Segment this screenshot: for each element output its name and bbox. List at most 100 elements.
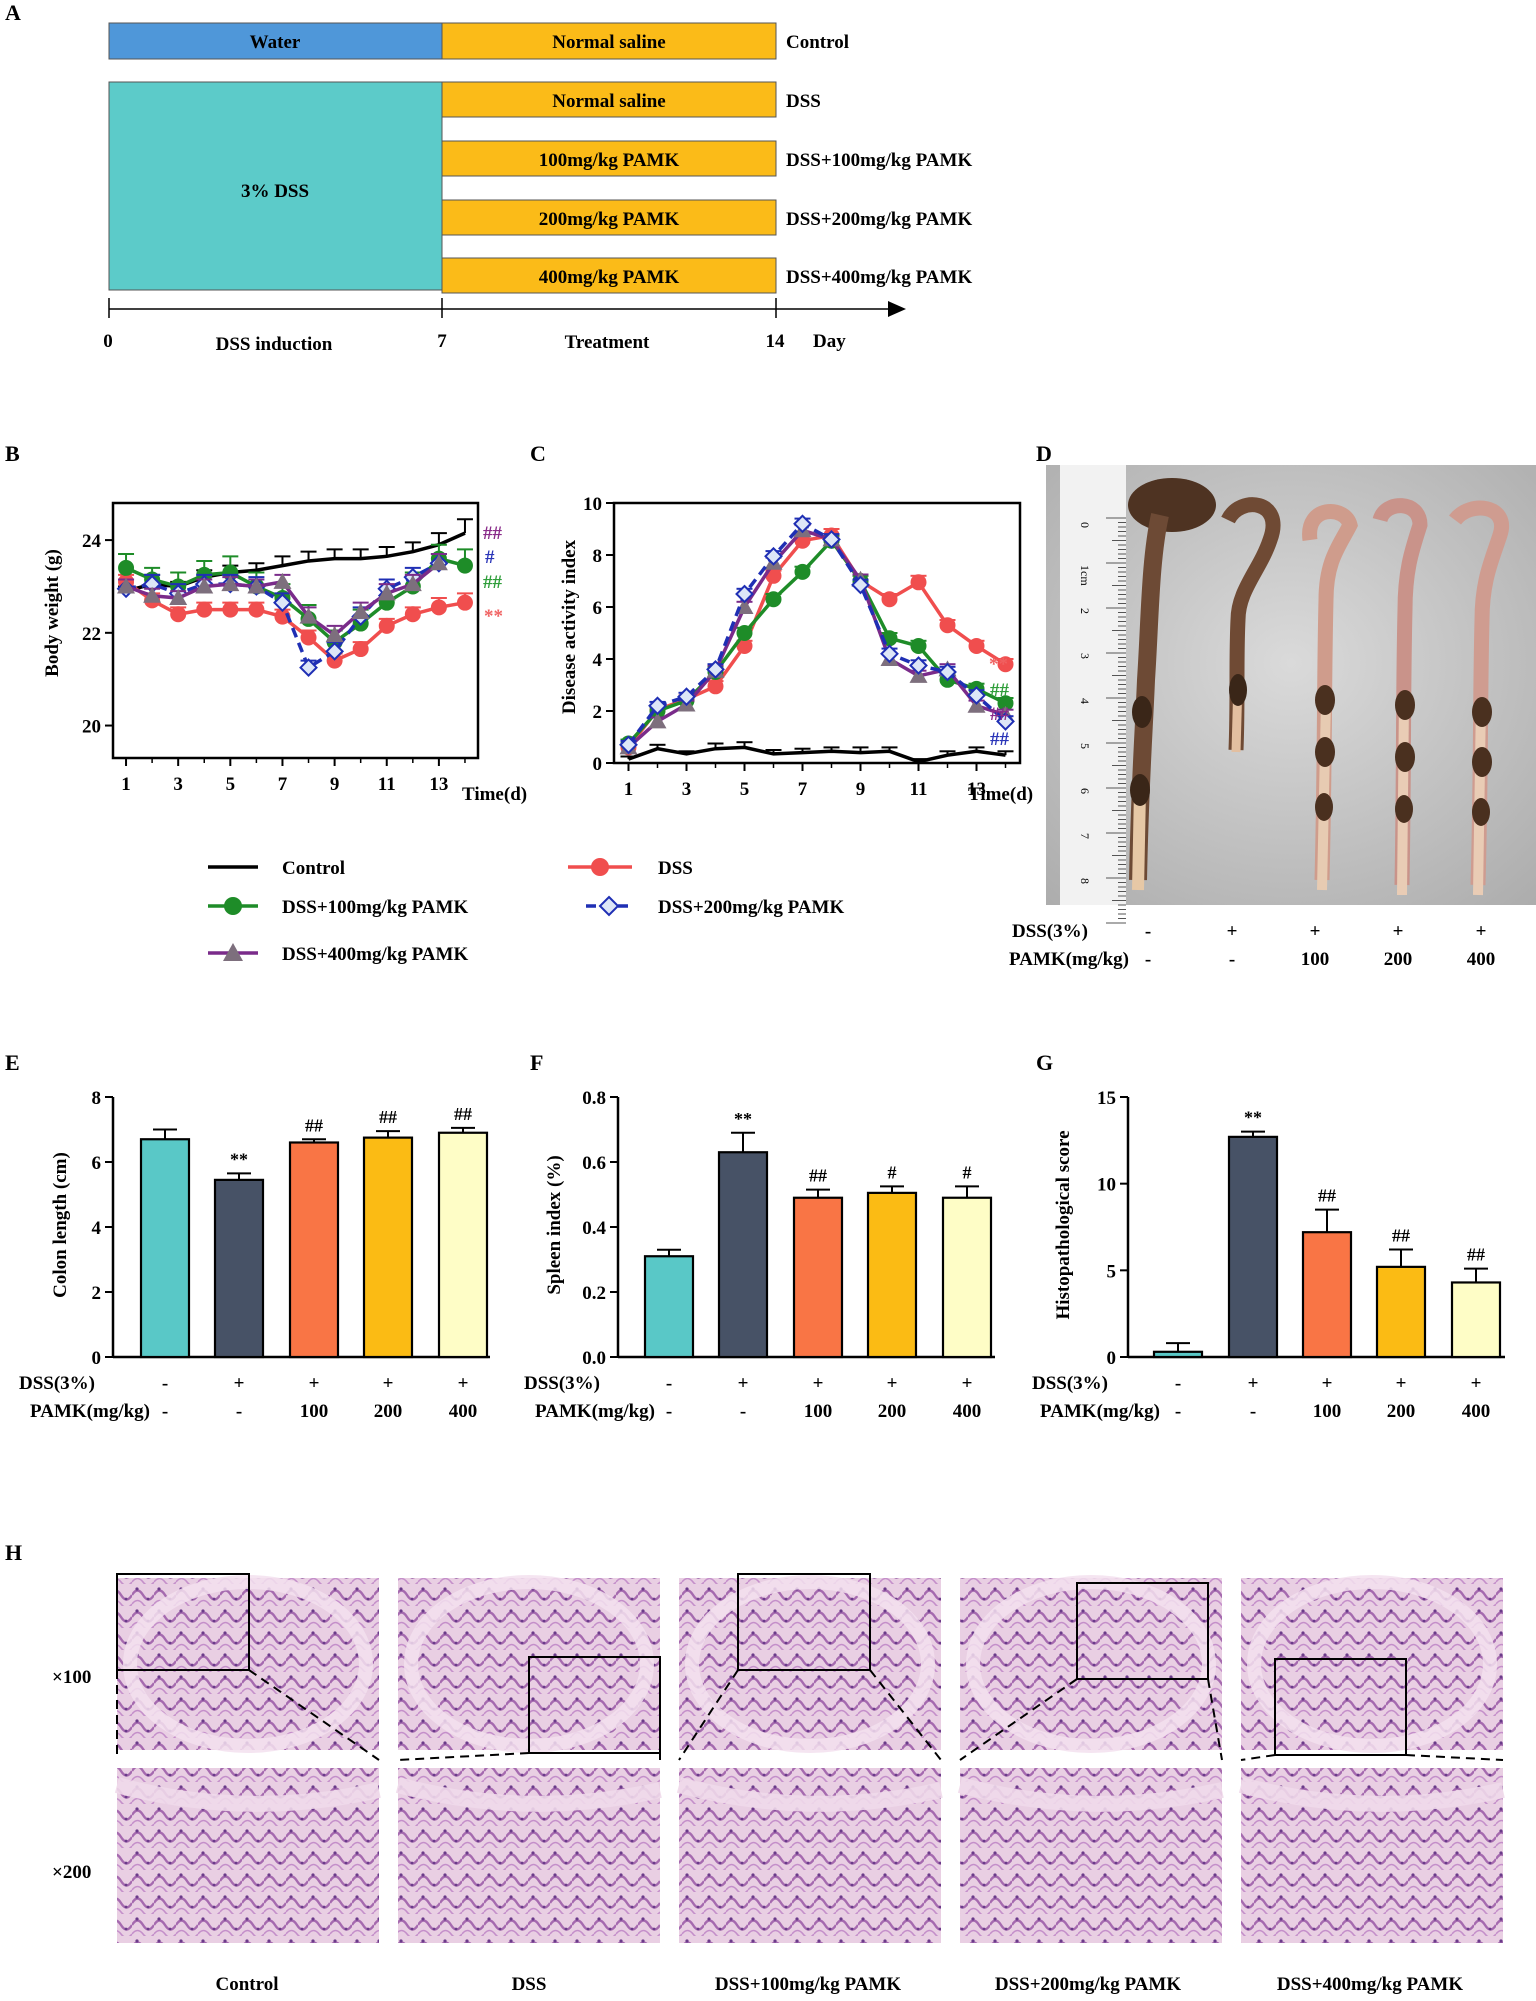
x-tick-label: 13: [429, 774, 448, 795]
significance-mark: ##: [379, 1107, 397, 1127]
point-p400: [117, 577, 136, 594]
chart-e-ylabel: Colon length (cm): [50, 1152, 71, 1298]
tissue-ring: [1247, 1575, 1497, 1753]
x-tick-label: 9: [330, 774, 340, 795]
point-dss: [456, 594, 473, 611]
legend-400-label: DSS+400mg/kg PAMK: [282, 944, 468, 965]
y-tick-label: 4: [92, 1218, 102, 1239]
colon-pamk-200: [1372, 498, 1428, 896]
treat-100-bar: [441, 140, 777, 177]
point-p100: [910, 638, 927, 654]
chart-b-xlabel: Time(d): [462, 784, 527, 805]
group-200-label: DSS+200mg/kg PAMK: [786, 209, 972, 230]
ruler-number: 6: [1078, 788, 1092, 794]
tissue-ring: [685, 1575, 935, 1753]
treatment-sign: +: [234, 1373, 245, 1394]
zoom-box: [1274, 1658, 1407, 1756]
dose-label: -: [1229, 949, 1235, 970]
dose-label: 100: [1313, 1401, 1342, 1422]
ruler-number: 5: [1078, 743, 1092, 749]
x-tick-label: 5: [226, 774, 236, 795]
significance-mark: ##: [483, 523, 503, 544]
mag-200-label: ×200: [52, 1862, 91, 1883]
x-tick-label: 7: [798, 779, 808, 800]
treatment-sign: -: [1175, 1373, 1181, 1394]
colon-specimens: [1128, 478, 1509, 896]
panel-letter-c: C: [530, 441, 546, 466]
point-p100: [456, 557, 473, 574]
dss-saline-bar: [441, 81, 777, 118]
bar-4: [866, 1191, 918, 1359]
treatment-sign: +: [1227, 921, 1238, 942]
histology-caption: DSS: [512, 1974, 547, 1995]
tissue-band: [676, 1777, 943, 1812]
dose-label: -: [740, 1401, 746, 1422]
point-dss: [300, 629, 317, 646]
dss-block-label: 3% DSS: [241, 181, 309, 202]
point-p400: [143, 586, 162, 603]
point-p100: [736, 625, 753, 641]
significance-mark: ##: [1467, 1245, 1485, 1265]
treatment-sign: +: [887, 1373, 898, 1394]
point-p200: [735, 584, 754, 604]
y-tick-label: 15: [1097, 1088, 1116, 1109]
point-dss: [352, 641, 369, 658]
point-p200: [325, 641, 345, 661]
point-p200: [909, 656, 928, 675]
chart-e: 0 2 4 6 8 - - ** + - ## +100 ## +200 ## +400 DSS(3%) PAMK…: [19, 1088, 490, 1422]
significance-mark: ##: [454, 1104, 472, 1124]
point-p400: [221, 575, 240, 592]
histology-grid: [114, 1573, 1505, 1943]
ruler-number: 7: [1078, 833, 1092, 839]
bar-5: [437, 1131, 489, 1359]
point-p200: [273, 593, 292, 613]
row2-label: PAMK(mg/kg): [535, 1401, 655, 1422]
x-tick-label: 3: [682, 779, 692, 800]
point-dss: [881, 591, 898, 608]
point-p200: [880, 644, 899, 664]
panel-letter-g: G: [1036, 1050, 1053, 1075]
point-p200: [706, 659, 725, 679]
significance-mark: ##: [990, 704, 1010, 725]
row1-label: DSS(3%): [524, 1373, 600, 1394]
point-p400: [299, 607, 318, 624]
dose-label: -: [162, 1401, 168, 1422]
point-p100: [997, 695, 1014, 712]
phase-induction-label: DSS induction: [216, 334, 333, 355]
zoom-box: [1076, 1582, 1209, 1680]
significance-mark: **: [734, 1109, 752, 1129]
dose-label: -: [236, 1401, 242, 1422]
ruler-number: 8: [1078, 878, 1092, 884]
row1-label: DSS(3%): [19, 1373, 95, 1394]
bar-1: [1152, 1350, 1204, 1359]
legend: Control DSS DSS+100mg/kg PAMK DSS+200mg/…: [208, 858, 844, 965]
treatment-sign: +: [1322, 1373, 1333, 1394]
panel-letter-b: B: [5, 441, 20, 466]
point-p400: [403, 575, 422, 592]
zoom-line: [1207, 1678, 1223, 1761]
dose-label: 400: [1467, 949, 1496, 970]
ruler-number: 4: [1078, 698, 1092, 704]
plot-frame: [111, 501, 480, 760]
bar-2: [213, 1178, 265, 1359]
panel-h: H ×100 ×200 Control DSS DSS+100mg/kg PAM…: [5, 1540, 1505, 1995]
dose-label: -: [666, 1401, 672, 1422]
point-p200: [822, 529, 841, 549]
treat-200-bar: [441, 199, 777, 236]
dose-label: 100: [804, 1401, 833, 1422]
y-tick-label: 8: [593, 546, 603, 567]
point-p100: [118, 559, 135, 576]
bar-4: [362, 1136, 414, 1359]
control-saline-label: Normal saline: [552, 32, 665, 53]
point-p200: [677, 687, 696, 707]
chart-f: 0.0 0.2 0.4 0.6 0.8 - - ** + - ## +100 # +200 # +400 DSS…: [524, 1088, 995, 1422]
group-control-label: Control: [786, 32, 849, 53]
dose-label: 400: [449, 1401, 478, 1422]
tissue-band: [395, 1777, 662, 1812]
panel-d-row2-label: PAMK(mg/kg): [1009, 949, 1129, 970]
panel-letter-f: F: [530, 1050, 543, 1075]
tissue-band: [114, 1777, 381, 1812]
point-dss: [378, 617, 395, 634]
